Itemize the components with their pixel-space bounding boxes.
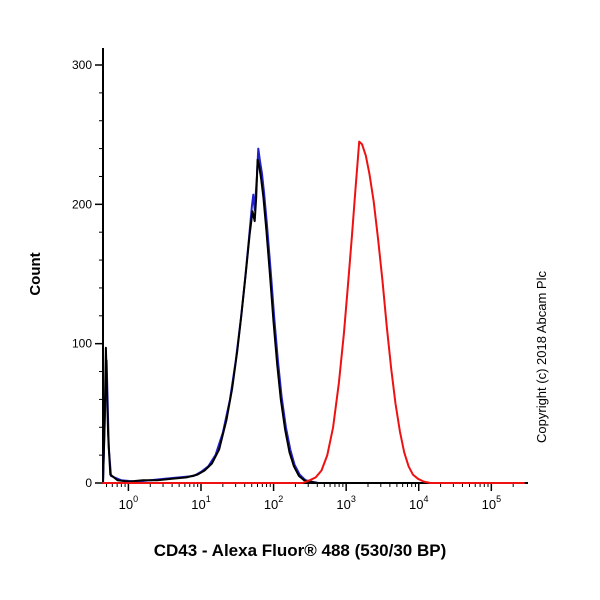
y-tick-label: 0 bbox=[85, 476, 92, 490]
y-tick-label: 100 bbox=[72, 337, 92, 351]
x-tick-label: 103 bbox=[336, 494, 355, 512]
x-axis-title: CD43 - Alexa Fluor® 488 (530/30 BP) bbox=[153, 541, 447, 560]
series-control-blue bbox=[102, 147, 525, 484]
series-sample-red bbox=[102, 140, 525, 484]
histogram-plot: 0 100 200 300 100 101 102 103 104 105 bbox=[72, 48, 528, 512]
x-tick-label: 100 bbox=[119, 494, 138, 512]
y-tick-label: 200 bbox=[72, 197, 92, 211]
x-tick-label: 104 bbox=[409, 494, 428, 512]
x-tick-label: 102 bbox=[264, 494, 283, 512]
x-tick-label: 101 bbox=[191, 494, 210, 512]
copyright-text: Copyright (c) 2018 Abcam Plc bbox=[534, 271, 549, 443]
series-control-black bbox=[102, 158, 525, 484]
y-tick-label: 300 bbox=[72, 58, 92, 72]
y-axis-label: Count bbox=[27, 252, 44, 296]
x-tick-label: 105 bbox=[482, 494, 501, 512]
